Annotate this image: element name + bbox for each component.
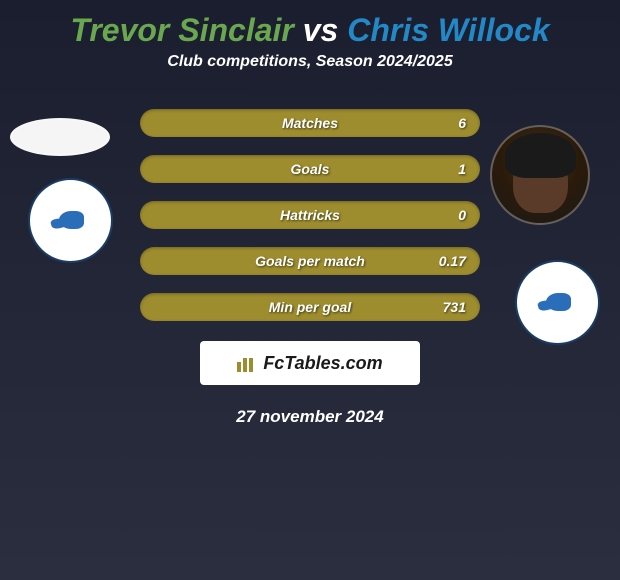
- stat-label: Goals: [291, 161, 330, 177]
- stat-value: 1: [458, 161, 466, 177]
- stat-label: Hattricks: [280, 207, 340, 223]
- stat-value: 0: [458, 207, 466, 223]
- chart-icon: [237, 354, 259, 372]
- brand-logo: FcTables.com: [200, 341, 420, 385]
- page-title: Trevor Sinclair vs Chris Willock: [0, 0, 620, 53]
- bird-icon: [51, 206, 91, 236]
- bird-icon: [538, 288, 578, 318]
- date-text: 27 november 2024: [0, 407, 620, 427]
- badge-inner: [528, 273, 588, 333]
- player1-club-badge: [28, 178, 113, 263]
- stat-value: 731: [443, 299, 466, 315]
- stat-label: Min per goal: [269, 299, 351, 315]
- stat-label: Matches: [282, 115, 338, 131]
- player2-name: Chris Willock: [347, 12, 549, 48]
- stat-value: 0.17: [439, 253, 466, 269]
- brand-text: FcTables.com: [263, 353, 382, 374]
- player1-avatar: [10, 118, 110, 156]
- stat-bar-hattricks: Hattricks 0: [140, 201, 480, 229]
- subtitle-text: Club competitions, Season 2024/2025: [0, 53, 620, 71]
- player2-club-badge: [515, 260, 600, 345]
- stat-value: 6: [458, 115, 466, 131]
- face-icon: [513, 148, 568, 213]
- stat-bar-matches: Matches 6: [140, 109, 480, 137]
- stat-bar-goals-per-match: Goals per match 0.17: [140, 247, 480, 275]
- stat-label: Goals per match: [255, 253, 365, 269]
- player2-avatar: [490, 125, 590, 225]
- player1-name: Trevor Sinclair: [70, 12, 294, 48]
- badge-inner: [41, 191, 101, 251]
- stat-bar-goals: Goals 1: [140, 155, 480, 183]
- title-vs: vs: [294, 12, 347, 48]
- stats-container: Matches 6 Goals 1 Hattricks 0 Goals per …: [140, 109, 480, 321]
- stat-bar-min-per-goal: Min per goal 731: [140, 293, 480, 321]
